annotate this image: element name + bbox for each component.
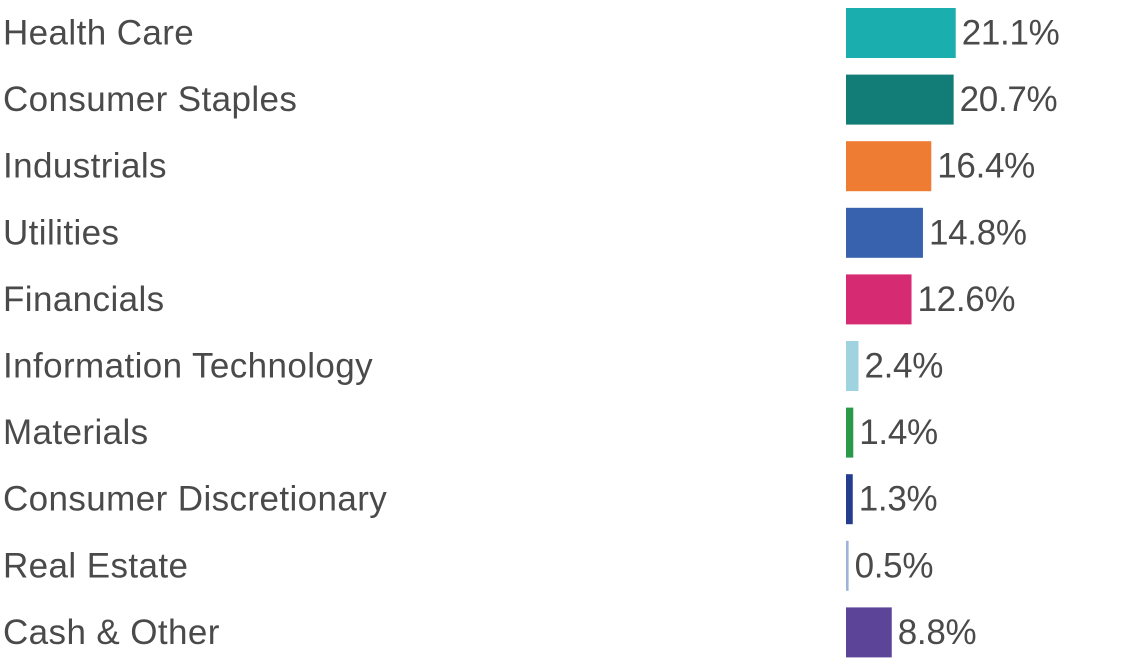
bar-utilities: [846, 207, 923, 258]
category-label-cash-and-other: Cash & Other: [3, 613, 220, 652]
category-label-materials: Materials: [3, 413, 149, 452]
category-label-information-technology: Information Technology: [3, 347, 373, 386]
category-label-financials: Financials: [3, 280, 165, 319]
bar-cash-and-other: [846, 607, 892, 658]
bar-materials: [846, 407, 854, 458]
category-label-consumer-discretionary: Consumer Discretionary: [3, 480, 387, 519]
category-label-real-estate: Real Estate: [3, 546, 188, 585]
bars: [846, 8, 956, 658]
value-label-health-care: 21.1%: [962, 14, 1060, 53]
bar-information-technology: [846, 341, 859, 391]
category-label-consumer-staples: Consumer Staples: [3, 80, 297, 119]
category-label-utilities: Utilities: [3, 213, 119, 252]
value-label-utilities: 14.8%: [929, 213, 1027, 252]
bar-industrials: [846, 141, 932, 192]
value-label-financials: 12.6%: [918, 280, 1016, 319]
value-labels: 21.1% 20.7% 16.4% 14.8% 12.6% 2.4% 1.4% 1.3% 0.5…: [855, 14, 1060, 652]
bar-consumer-discretionary: [846, 474, 853, 525]
category-labels: Health Care Consumer Staples Industrials Ut…: [3, 14, 387, 652]
value-label-consumer-discretionary: 1.3%: [859, 480, 938, 519]
value-label-cash-and-other: 8.8%: [898, 613, 977, 652]
value-label-real-estate: 0.5%: [855, 546, 934, 585]
value-label-materials: 1.4%: [859, 413, 938, 452]
value-label-industrials: 16.4%: [937, 147, 1035, 186]
bar-financials: [846, 274, 912, 325]
value-label-consumer-staples: 20.7%: [960, 80, 1058, 119]
category-label-health-care: Health Care: [3, 14, 194, 53]
bar-health-care: [846, 8, 956, 58]
value-label-information-technology: 2.4%: [864, 347, 943, 386]
bar-consumer-staples: [846, 74, 954, 125]
category-label-industrials: Industrials: [3, 147, 167, 186]
bar-real-estate: [846, 540, 849, 591]
